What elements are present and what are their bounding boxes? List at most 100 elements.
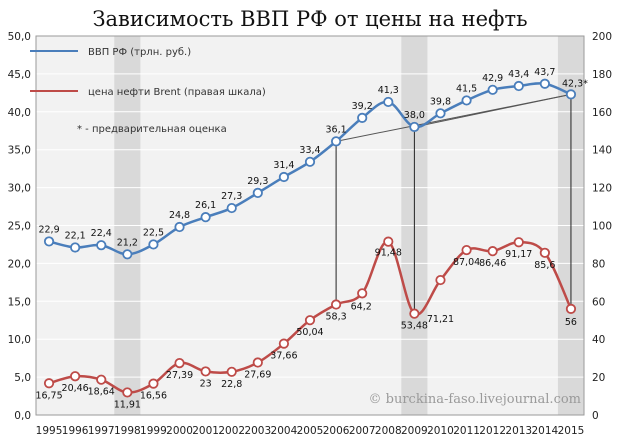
gdp-data-label: 22,1 [65, 230, 86, 241]
x-tick-label: 2008 [375, 425, 402, 437]
gdp-data-label: 24,8 [169, 210, 190, 221]
gdp-data-point [43, 236, 55, 247]
left-tick-label: 30,0 [8, 183, 31, 195]
x-tick-label: 2010 [427, 425, 454, 437]
gdp-data-point [409, 121, 420, 133]
legend-gdp-label: ВВП РФ (трлн. руб.) [88, 47, 191, 58]
gdp-data-point [226, 202, 237, 214]
gdp-data-label: 38,0 [404, 110, 425, 121]
oil-data-point [122, 387, 133, 398]
right-axis-ticks: 0 20 40 60 80 100 120 140 160 180 200 [592, 31, 612, 422]
oil-data-label: 23 [200, 378, 212, 389]
right-tick-label: 100 [592, 221, 612, 233]
x-tick-label: 1998 [114, 425, 141, 437]
gdp-data-label: 22,5 [143, 227, 164, 238]
x-tick-label: 2001 [192, 425, 219, 437]
gdp-data-label: 36,1 [326, 124, 347, 135]
right-tick-label: 200 [592, 31, 612, 43]
gdp-data-label: 33,4 [299, 145, 320, 156]
right-tick-label: 80 [592, 258, 605, 270]
oil-data-point [226, 366, 237, 377]
oil-data-point [383, 236, 394, 247]
x-tick-label: 2006 [323, 425, 350, 437]
oil-data-label: 53,48 [401, 321, 428, 332]
gdp-data-label: 41,3 [378, 85, 399, 96]
oil-data-label: 91,17 [505, 249, 532, 260]
left-tick-label: 0,0 [14, 410, 31, 422]
gdp-data-point [174, 221, 185, 233]
left-tick-label: 25,0 [8, 221, 31, 233]
x-tick-label: 2002 [218, 425, 245, 437]
right-tick-label: 0 [592, 410, 599, 422]
oil-data-point [513, 237, 524, 248]
gdp-data-label: 39,2 [352, 101, 373, 112]
gdp-data-label: 39,8 [430, 96, 451, 107]
gdp-data-point [383, 96, 394, 108]
gdp-data-point [565, 89, 577, 100]
trend-line-2009-2015 [414, 93, 572, 128]
right-tick-label: 120 [592, 183, 612, 195]
x-tick-label: 2004 [271, 425, 298, 437]
x-tick-label: 2011 [453, 425, 480, 437]
oil-data-point [96, 374, 107, 385]
oil-data-point [252, 357, 263, 368]
gdp-data-point [278, 171, 290, 183]
oil-data-label: 27,39 [166, 370, 193, 381]
oil-data-label: 18,64 [88, 387, 115, 398]
series-layer [43, 78, 577, 398]
oil-data-label: 16,56 [140, 391, 167, 402]
oil-data-label: 22,8 [221, 379, 242, 390]
data-labels-layer: 22,9 22,1 22,4 21,2 22,5 24,8 26,1 27,3 29,3 31,4… [35, 67, 588, 411]
left-tick-label: 20,0 [8, 258, 31, 270]
oil-data-point [148, 378, 159, 389]
gdp-data-label: 41,5 [456, 83, 477, 94]
gdp-data-point [122, 249, 133, 260]
oil-data-point [487, 246, 498, 257]
oil-data-point [70, 371, 81, 382]
gdp-data-label: 27,3 [221, 191, 242, 202]
gdp-data-label: 22,4 [91, 228, 112, 239]
x-tick-label: 2015 [558, 425, 585, 437]
oil-data-label: 16,75 [35, 390, 62, 401]
oil-data-point [174, 357, 185, 369]
oil-data-point [43, 378, 55, 389]
oil-data-point [304, 315, 316, 326]
right-tick-label: 60 [592, 296, 605, 308]
x-tick-label: 1995 [36, 425, 63, 437]
gdp-data-label: 43,4 [508, 69, 529, 80]
gdp-data-point [304, 156, 316, 167]
oil-data-label: 87,04 [453, 257, 480, 268]
plot-border [35, 35, 585, 416]
legend: ВВП РФ (трлн. руб.) цена нефти Brent (пр… [30, 47, 266, 135]
gdp-data-point [96, 240, 107, 251]
watermark: © burckina-faso.livejournal.com [369, 392, 581, 407]
oil-data-point [357, 288, 368, 299]
oil-data-label: 56 [565, 317, 577, 328]
gdp-data-point [357, 112, 368, 123]
gdp-data-point [435, 108, 446, 119]
oil-data-label: 50,04 [296, 327, 323, 338]
right-tick-label: 40 [592, 334, 605, 346]
left-tick-label: 45,0 [8, 69, 31, 81]
left-tick-label: 5,0 [14, 372, 31, 384]
auxiliary-lines [335, 93, 572, 314]
x-tick-label: 1999 [140, 425, 167, 437]
x-tick-label: 2003 [244, 425, 271, 437]
x-axis-ticks: 1995 1996 1997 1998 1999 2000 2001 2002 2003 2004… [36, 425, 585, 437]
x-tick-label: 2013 [505, 425, 532, 437]
oil-data-label: 71,21 [427, 314, 454, 325]
oil-data-label: 86,46 [479, 258, 506, 269]
x-tick-label: 1997 [88, 425, 115, 437]
gdp-data-point [200, 212, 211, 223]
left-tick-label: 40,0 [8, 107, 31, 119]
gdp-data-label: 21,2 [117, 237, 138, 248]
x-tick-label: 2000 [166, 425, 193, 437]
legend-oil-label: цена нефти Brent (правая шкала) [88, 87, 266, 98]
right-tick-label: 160 [592, 107, 612, 119]
gdp-data-label: 22,9 [38, 224, 59, 235]
oil-data-point [539, 247, 550, 258]
left-tick-label: 50,0 [8, 31, 31, 43]
oil-data-point [435, 274, 446, 286]
x-tick-label: 2012 [479, 425, 506, 437]
